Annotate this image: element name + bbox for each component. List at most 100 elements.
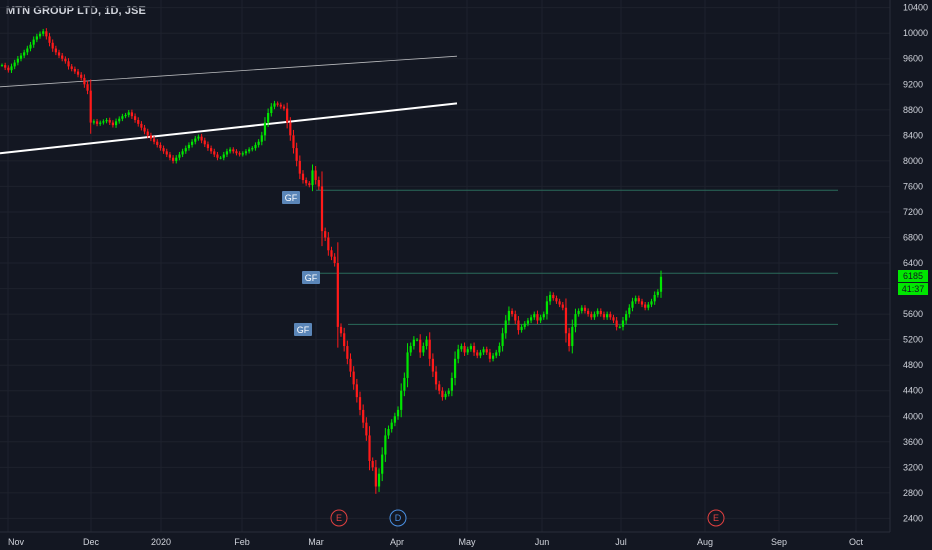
candle [48, 32, 51, 47]
candle [653, 291, 656, 305]
candle [209, 145, 213, 154]
candle [349, 353, 352, 378]
candle [529, 314, 533, 324]
candle [244, 149, 248, 156]
candle [615, 316, 618, 331]
candle [301, 170, 305, 184]
candle [476, 349, 479, 359]
time-tick-label: Sep [771, 537, 787, 547]
candle [371, 457, 374, 471]
candle [276, 101, 279, 107]
price-tick-label: 6400 [903, 258, 923, 268]
candle-body [628, 307, 631, 315]
candle-body [311, 170, 314, 186]
candle [428, 332, 431, 367]
candle-body [238, 153, 241, 155]
candle [149, 132, 153, 142]
candle [10, 63, 13, 73]
candle [472, 342, 476, 356]
candle-body [444, 393, 447, 398]
candle-body [57, 52, 61, 56]
candle-body [143, 127, 146, 132]
candle-body [165, 151, 168, 155]
candle [311, 164, 314, 192]
candle [587, 308, 590, 317]
candle-body [523, 323, 526, 327]
candle [422, 342, 425, 356]
candle-body [171, 157, 175, 161]
candle-body [362, 409, 365, 423]
time-tick-label: Feb [234, 537, 250, 547]
candle [159, 142, 162, 151]
candle-body [298, 160, 301, 174]
candle [273, 100, 276, 110]
candle [460, 343, 463, 352]
candle-body [644, 304, 647, 308]
candle [491, 353, 495, 362]
price-tick-label: 5600 [903, 309, 923, 319]
candle [45, 28, 48, 40]
candle [292, 129, 295, 154]
price-tick-label: 2800 [903, 488, 923, 498]
candle-body [130, 112, 134, 117]
time-tick-label: Nov [8, 537, 25, 547]
candle [631, 297, 634, 312]
candle-body [38, 33, 42, 37]
candle [330, 246, 333, 261]
candle [425, 336, 428, 350]
candle [571, 319, 574, 354]
dividend-marker: D [389, 509, 407, 527]
time-tick-label: Apr [390, 537, 404, 547]
candle-body [35, 36, 38, 40]
candle [200, 133, 203, 144]
price-tick-label: 10400 [903, 3, 928, 13]
candle-body [61, 55, 64, 59]
candle-body [267, 113, 270, 123]
candle-body [83, 77, 86, 85]
candle [171, 155, 175, 164]
candle-body [235, 151, 238, 154]
candle-body [365, 422, 368, 436]
candle-body [276, 103, 279, 105]
candle-body [105, 120, 108, 122]
candle-body [593, 314, 596, 318]
price-tick-label: 4800 [903, 360, 923, 370]
candle-body [349, 358, 352, 372]
candle [536, 310, 539, 325]
candle-body [32, 39, 35, 45]
candle-body [168, 154, 172, 158]
candle-body [415, 339, 419, 341]
candle [118, 116, 121, 124]
candle-body [343, 333, 346, 347]
candle [333, 253, 336, 267]
candle-body [647, 304, 650, 308]
candle-body [26, 48, 29, 53]
candle [447, 388, 450, 397]
candle-body [301, 173, 305, 181]
candle [358, 391, 362, 416]
candle [16, 55, 19, 66]
time-tick-label: Jun [535, 537, 550, 547]
candle [232, 147, 235, 154]
candle [644, 301, 647, 311]
candle [156, 139, 159, 148]
candle-body [599, 310, 602, 315]
candle-body [412, 339, 415, 347]
candle-body [583, 307, 587, 311]
candle [431, 353, 434, 378]
candle-body [621, 320, 625, 327]
candle-body [498, 346, 501, 353]
candle [235, 149, 238, 156]
candle [387, 425, 390, 439]
candle-body [381, 454, 384, 474]
candle-body [48, 36, 51, 43]
candle [254, 142, 257, 151]
candle [38, 31, 42, 39]
candle-body [23, 52, 26, 56]
candle-body [539, 317, 542, 321]
candle-body [225, 151, 229, 155]
candle [343, 327, 346, 352]
candle-body [476, 352, 479, 356]
candle-body [67, 61, 70, 67]
